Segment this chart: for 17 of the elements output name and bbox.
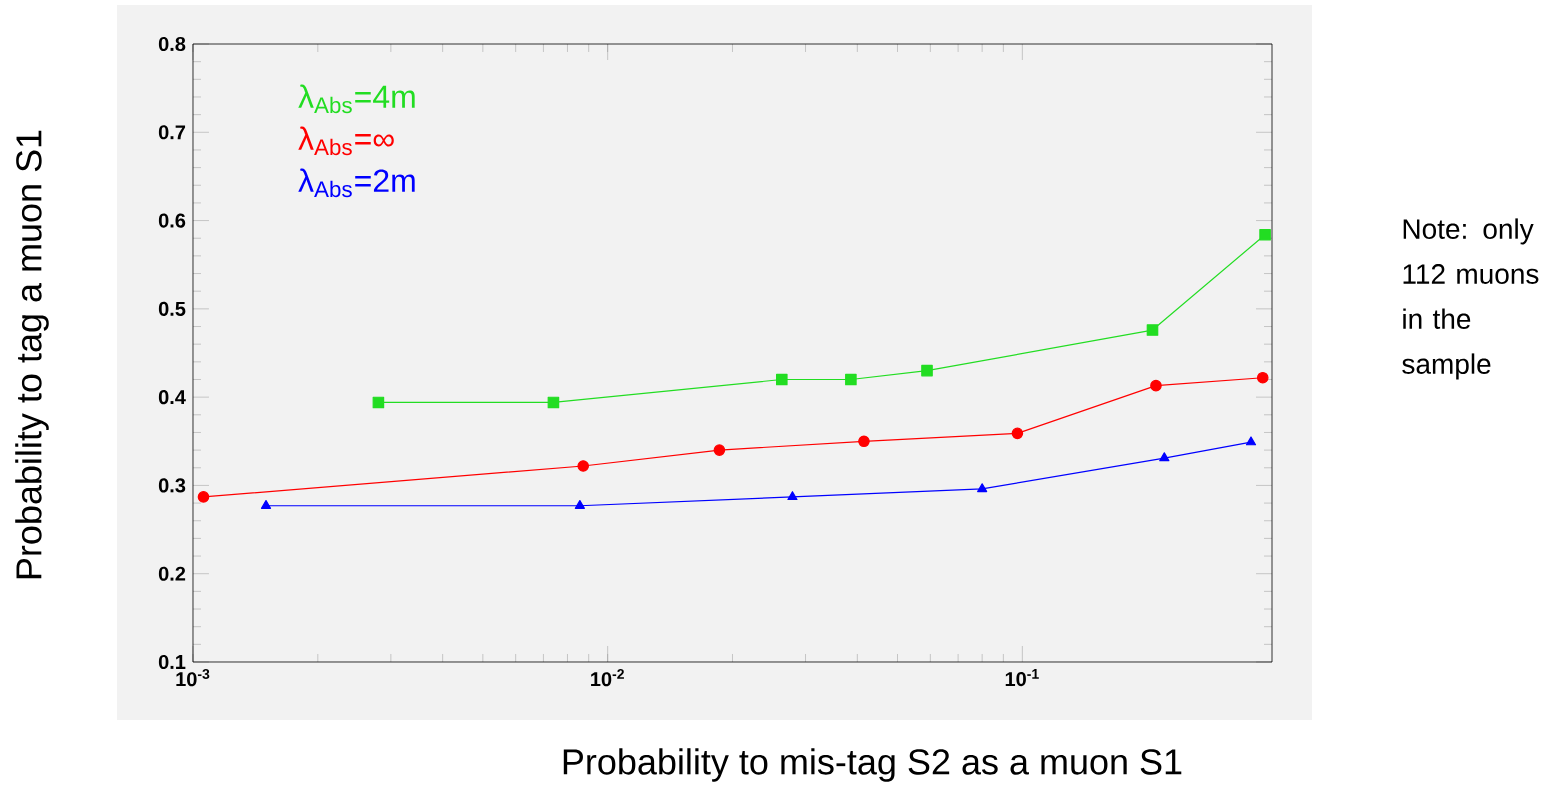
y-tick-label: 0.8 xyxy=(158,36,186,52)
text: λ$_{Abs}$=∞ xyxy=(298,126,394,156)
y-tick-label: 0.1 xyxy=(158,654,186,670)
x-tick-label: 10$^{-2}$ xyxy=(591,669,624,687)
x-axis-title: Probability to mis-tag S2 as a muon S1 xyxy=(563,748,1182,782)
y-tick-label: 0.3 xyxy=(158,478,186,493)
x-tick-label: 10$^{-1}$ xyxy=(1005,669,1039,687)
y-tick-label: 0.5 xyxy=(158,301,186,316)
y-tick-label: 0.6 xyxy=(158,213,186,228)
text: λ$_{Abs}$=2m xyxy=(298,168,415,198)
text: Note: only 112 muons in the sample xyxy=(1402,218,1539,380)
y-axis-title: Probability to tag a muon S1 xyxy=(15,130,49,579)
x-tick-label: 10$^{-3}$ xyxy=(176,669,210,687)
y-tick-label: 0.7 xyxy=(158,125,186,140)
text: λ$_{Abs}$=4m xyxy=(298,84,415,114)
y-tick-label: 0.4 xyxy=(158,390,186,405)
y-tick-label: 0.2 xyxy=(158,566,186,581)
